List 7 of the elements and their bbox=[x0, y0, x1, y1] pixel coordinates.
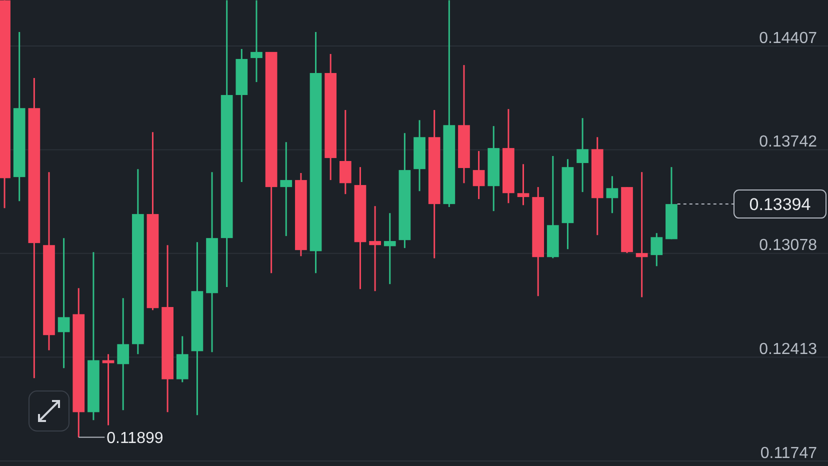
ref-line-label: 0.13394 bbox=[749, 195, 811, 214]
y-tick-label: 0.11747 bbox=[760, 444, 818, 462]
y-tick-label: 0.13742 bbox=[759, 134, 818, 151]
y-tick-label: 0.14407 bbox=[759, 30, 818, 47]
annotation: 0.11899 bbox=[106, 430, 164, 447]
y-tick-label: 0.12413 bbox=[759, 340, 818, 358]
y-tick-label: 0.13078 bbox=[759, 237, 818, 254]
